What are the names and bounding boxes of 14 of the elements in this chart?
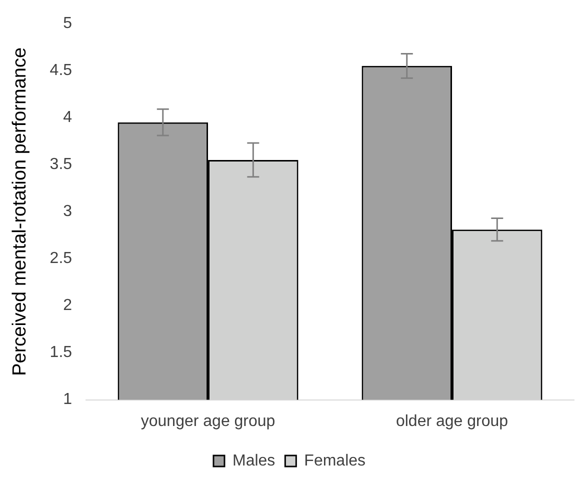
y-tick-label: 4.5 <box>50 62 72 80</box>
legend-label: Males <box>232 452 276 470</box>
x-tick-label: older age group <box>396 412 508 430</box>
y-tick-label: 4 <box>63 109 72 126</box>
x-tick-label: younger age group <box>140 412 276 430</box>
y-tick-label: 2 <box>63 297 72 314</box>
y-tick-label: 3.5 <box>50 156 72 174</box>
y-tick-label: 3 <box>63 203 72 220</box>
y-tick-label: 1 <box>63 391 72 408</box>
y-tick-label: 2.5 <box>50 250 72 268</box>
y-axis-title: Perceived mental-rotation performance <box>10 47 31 376</box>
legend-label: Females <box>304 452 366 470</box>
y-tick-label: 1.5 <box>50 344 72 362</box>
y-tick-label: 5 <box>63 15 72 32</box>
